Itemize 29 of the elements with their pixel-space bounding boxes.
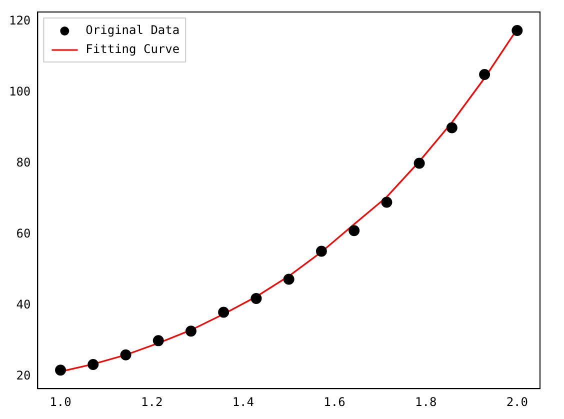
- x-tick-label: 1.2: [140, 394, 163, 409]
- point: [55, 364, 66, 376]
- point: [152, 335, 164, 346]
- y-tick-label: 60: [16, 226, 31, 240]
- legend-label: Fitting Curve: [86, 42, 180, 56]
- x-tick-label: 1.6: [324, 394, 346, 409]
- point: [381, 196, 392, 208]
- point: [283, 274, 294, 285]
- legend-label: Original Data: [86, 23, 180, 38]
- point: [316, 246, 327, 257]
- x-tick-label: 2.0: [506, 394, 528, 409]
- point: [512, 24, 523, 36]
- y-tick-label: 120: [8, 13, 31, 28]
- point: [250, 292, 262, 304]
- point: [414, 158, 425, 169]
- point: [218, 306, 230, 318]
- point: [88, 358, 99, 370]
- point: [479, 68, 490, 80]
- point: [446, 122, 458, 134]
- y-tick-label: 40: [16, 297, 31, 312]
- y-tick-label: 100: [8, 84, 31, 98]
- y-tick-label: 20: [16, 368, 31, 382]
- point: [185, 326, 196, 337]
- x-tick-label: 1.0: [50, 394, 72, 409]
- y-tick-label: 80: [16, 155, 31, 170]
- point: [348, 225, 360, 236]
- x-tick-label: 1.4: [232, 394, 254, 409]
- x-tick-label: 1.8: [414, 394, 437, 409]
- point: [120, 349, 132, 360]
